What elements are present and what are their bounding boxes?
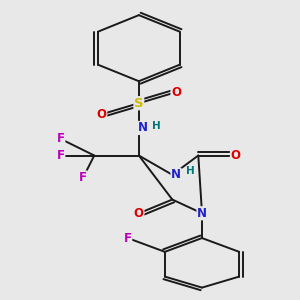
- Text: O: O: [134, 207, 144, 220]
- Text: H: H: [152, 121, 161, 131]
- Text: F: F: [124, 232, 132, 244]
- Text: S: S: [134, 97, 144, 110]
- Text: H: H: [187, 167, 195, 176]
- Text: N: N: [197, 207, 207, 220]
- Text: F: F: [57, 133, 65, 146]
- Text: F: F: [57, 149, 65, 162]
- Text: F: F: [79, 171, 87, 184]
- Text: O: O: [97, 108, 107, 121]
- Text: O: O: [230, 149, 241, 162]
- Text: N: N: [138, 122, 148, 134]
- Text: O: O: [171, 86, 181, 99]
- Text: N: N: [171, 168, 181, 181]
